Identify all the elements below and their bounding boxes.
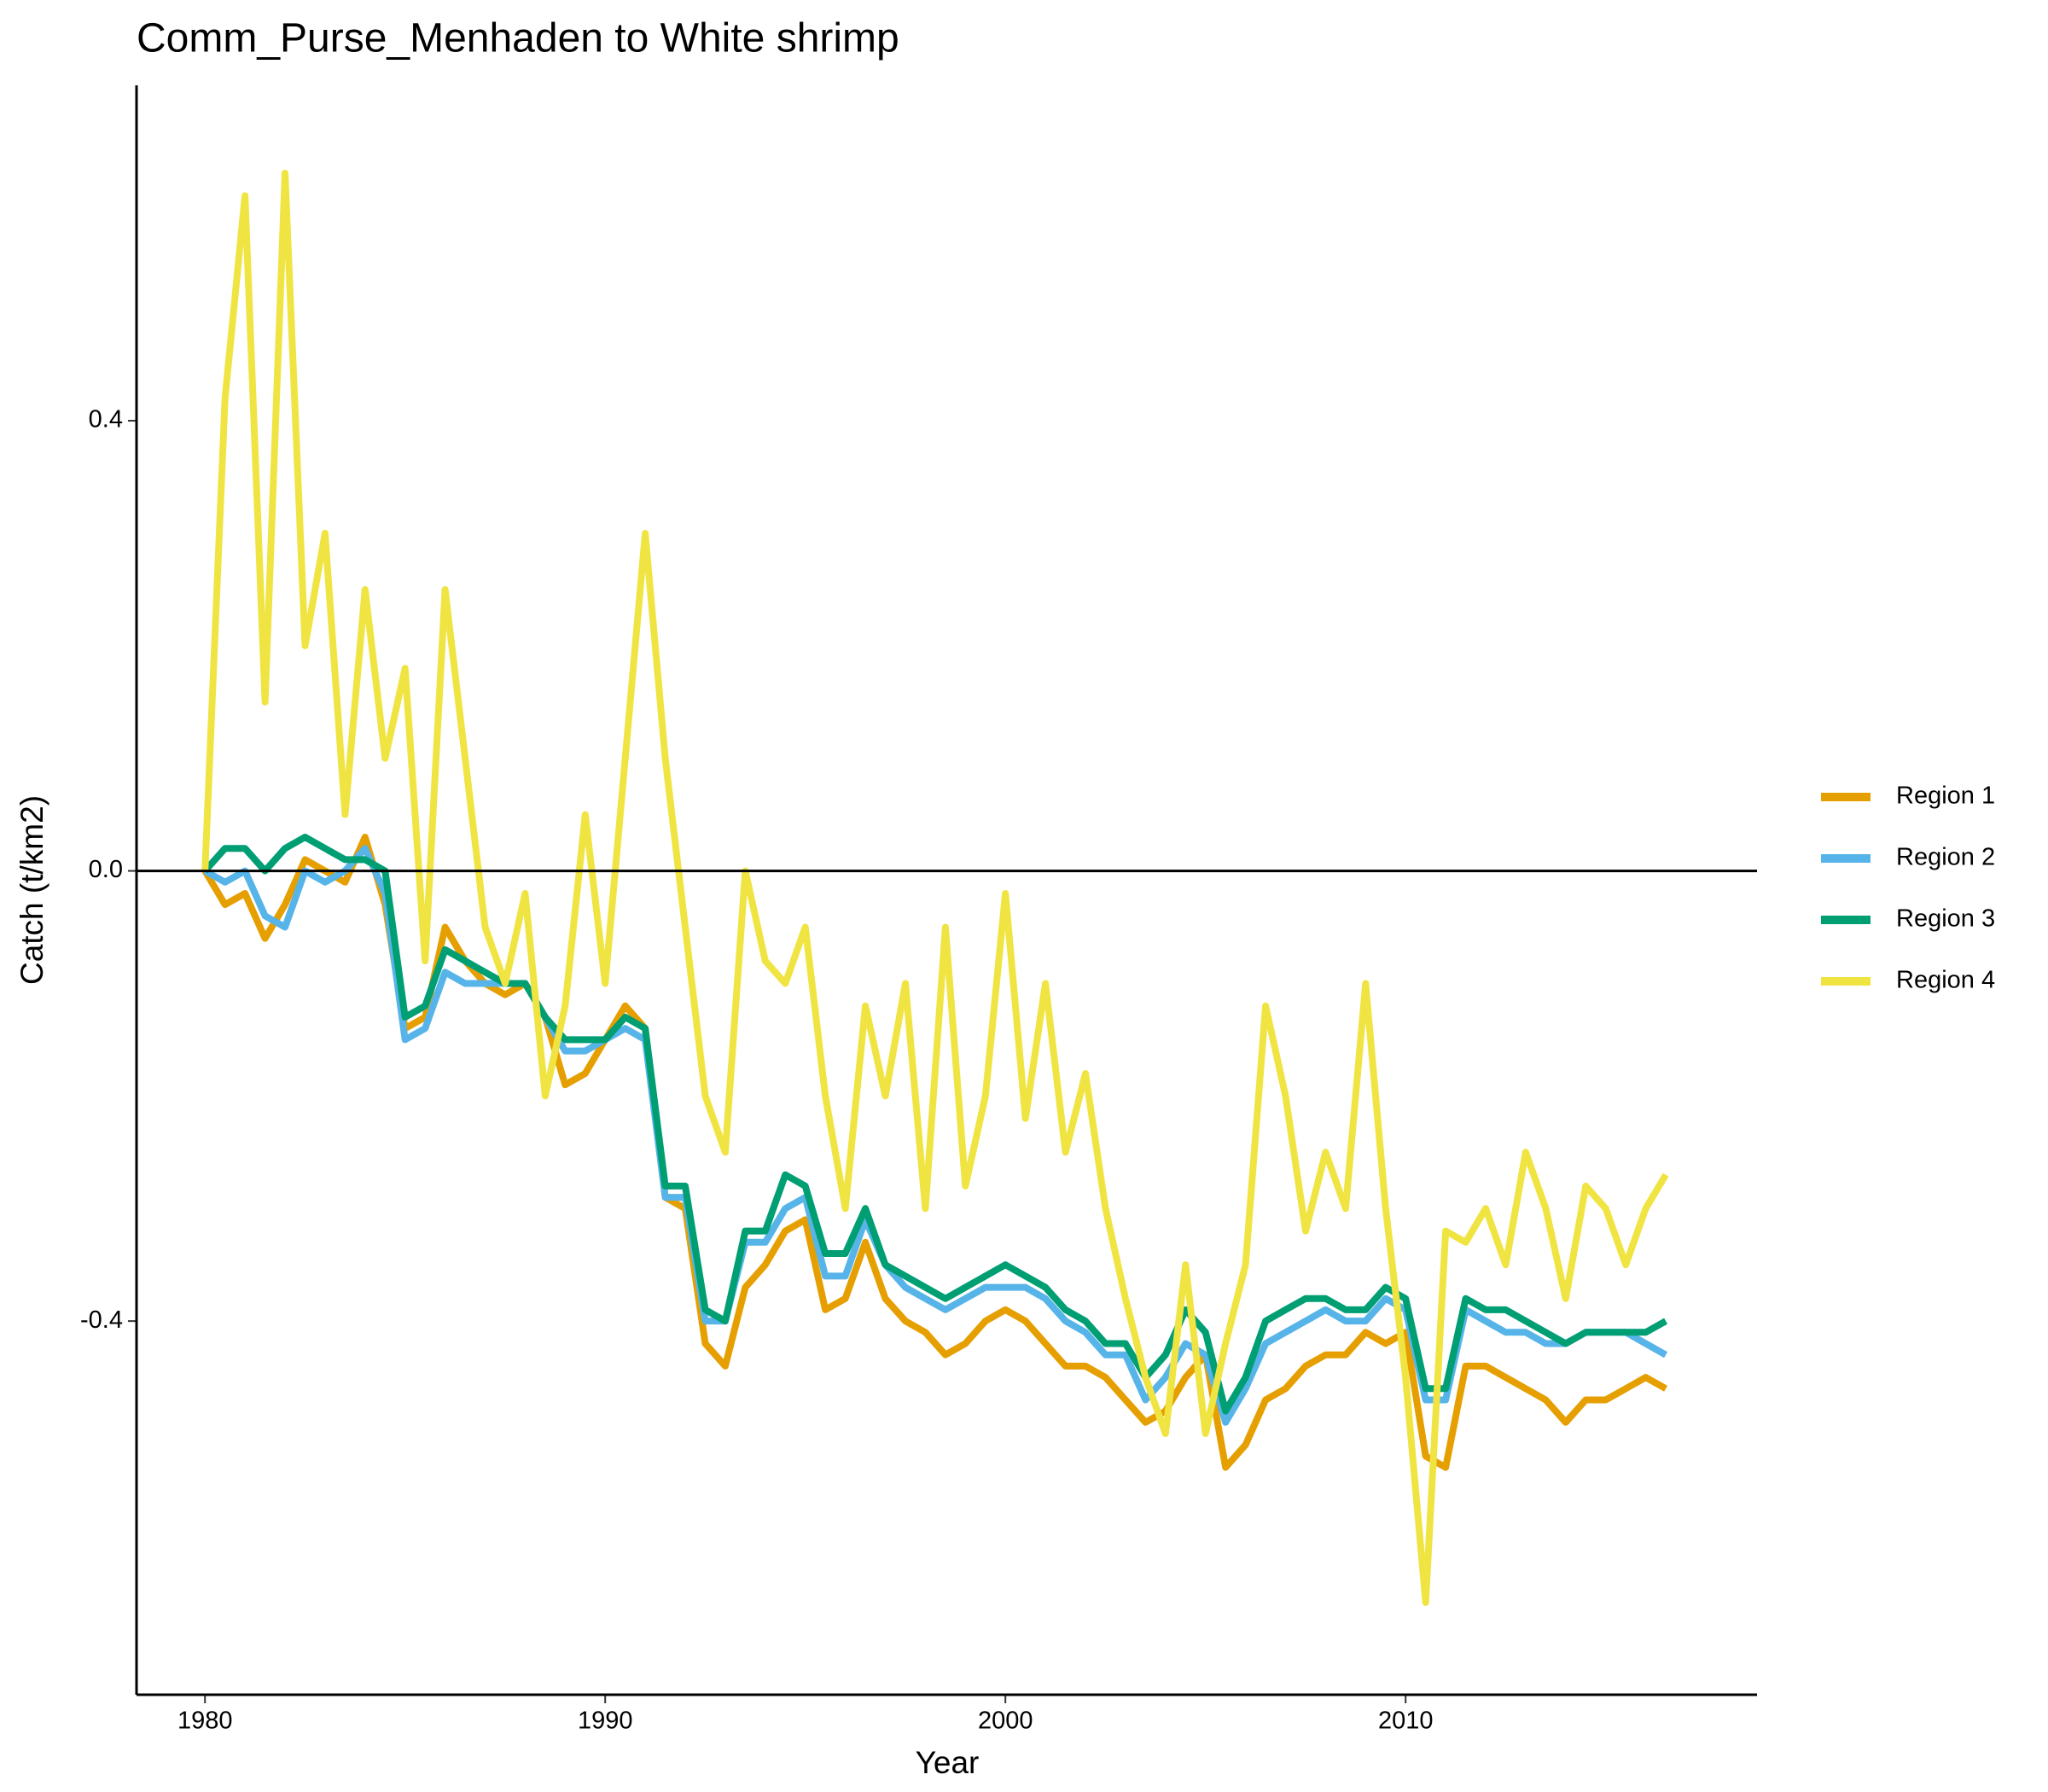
x-tick-label: 1990	[578, 1708, 633, 1735]
legend-label: Region 2	[1896, 844, 1995, 871]
y-tick-label: 0.0	[89, 856, 123, 883]
x-axis-title: Year	[916, 1745, 980, 1780]
legend-label: Region 4	[1896, 967, 1995, 994]
y-tick-label: 0.4	[89, 406, 123, 433]
legend-label: Region 3	[1896, 905, 1995, 933]
x-tick-label: 1980	[177, 1708, 233, 1735]
series-line	[201, 169, 1669, 1606]
y-axis-title: Catch (t/km2)	[15, 795, 49, 985]
series-line	[202, 834, 1668, 1415]
series-line	[201, 834, 1668, 1471]
legend-label: Region 1	[1896, 783, 1995, 810]
x-tick-label: 2010	[1378, 1708, 1434, 1735]
x-tick-label: 2000	[978, 1708, 1033, 1735]
y-tick-label: -0.4	[80, 1306, 123, 1334]
chart-title: Comm_Purse_Menhaden to White shrimp	[137, 16, 899, 61]
